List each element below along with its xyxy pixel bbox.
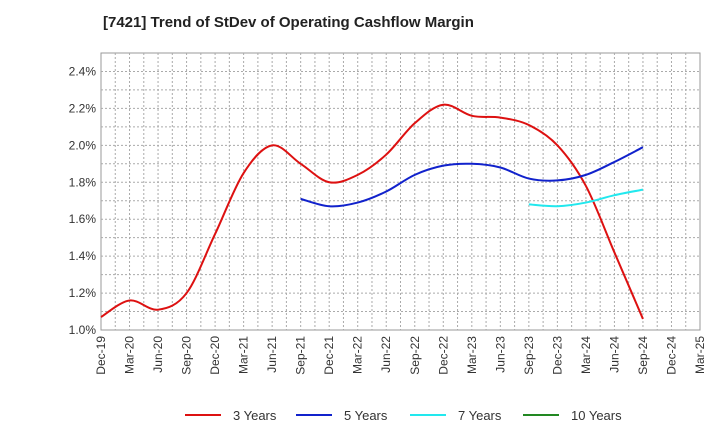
x-tick-label: Mar-22 <box>351 336 365 374</box>
y-tick-label: 1.4% <box>69 249 97 263</box>
x-tick-label: Jun-22 <box>379 336 393 373</box>
y-axis-ticks: 1.0% 1.2% 1.4% 1.6% 1.8% 2.0% 2.2% 2.4% <box>69 64 97 337</box>
x-tick-label: Dec-19 <box>94 336 108 375</box>
x-tick-label: Jun-20 <box>151 336 165 373</box>
x-tick-label: Sep-22 <box>408 336 422 375</box>
x-tick-label: Mar-24 <box>579 336 593 374</box>
x-tick-label: Dec-23 <box>550 336 564 375</box>
series-line-3-years <box>100 103 644 320</box>
legend-item-10-years: 10 Years <box>523 404 622 426</box>
series-line-5-years <box>300 146 644 208</box>
series-line-7-years <box>528 188 644 208</box>
legend-label: 3 Years <box>233 407 277 423</box>
legend-item-3-years: 3 Years <box>185 404 276 426</box>
legend-swatch-7-years <box>410 414 446 416</box>
x-tick-label: Dec-21 <box>322 336 336 375</box>
y-tick-label: 1.0% <box>69 323 97 337</box>
x-tick-label: Jun-23 <box>493 336 507 373</box>
x-tick-label: Mar-20 <box>123 336 137 374</box>
x-tick-label: Mar-21 <box>237 336 251 374</box>
legend-swatch-10-years <box>523 414 559 416</box>
y-tick-label: 1.6% <box>69 212 97 226</box>
x-tick-label: Sep-21 <box>294 336 308 375</box>
y-tick-label: 2.2% <box>69 101 97 115</box>
legend-label: 10 Years <box>571 407 622 423</box>
x-tick-label: Jun-24 <box>607 336 621 373</box>
x-tick-label: Sep-24 <box>636 336 650 375</box>
legend-item-7-years: 7 Years <box>410 404 501 426</box>
legend-swatch-3-years <box>185 414 221 416</box>
y-tick-label: 2.4% <box>69 64 97 78</box>
legend-label: 5 Years <box>344 407 388 423</box>
x-tick-label: Dec-20 <box>208 336 222 375</box>
legend: 3 Years 5 Years 7 Years 10 Years <box>0 404 720 426</box>
legend-swatch-5-years <box>296 414 332 416</box>
y-tick-label: 1.8% <box>69 175 97 189</box>
x-tick-label: Mar-23 <box>465 336 479 374</box>
x-tick-label: Jun-21 <box>265 336 279 373</box>
series-lines <box>100 103 644 320</box>
x-tick-label: Dec-24 <box>664 336 678 375</box>
x-tick-label: Dec-22 <box>436 336 450 375</box>
x-tick-label: Sep-23 <box>522 336 536 375</box>
legend-item-5-years: 5 Years <box>296 404 387 426</box>
chart-title: [7421] Trend of StDev of Operating Cashf… <box>103 14 474 31</box>
y-tick-label: 2.0% <box>69 138 97 152</box>
x-tick-label: Sep-20 <box>180 336 194 375</box>
x-axis-ticks: Dec-19 Mar-20 Jun-20 Sep-20 Dec-20 Mar-21 Jun-… <box>94 336 707 375</box>
y-tick-label: 1.2% <box>69 286 97 300</box>
plot-area <box>100 52 701 331</box>
x-tick-label: Mar-25 <box>693 336 707 374</box>
legend-label: 7 Years <box>458 407 502 423</box>
